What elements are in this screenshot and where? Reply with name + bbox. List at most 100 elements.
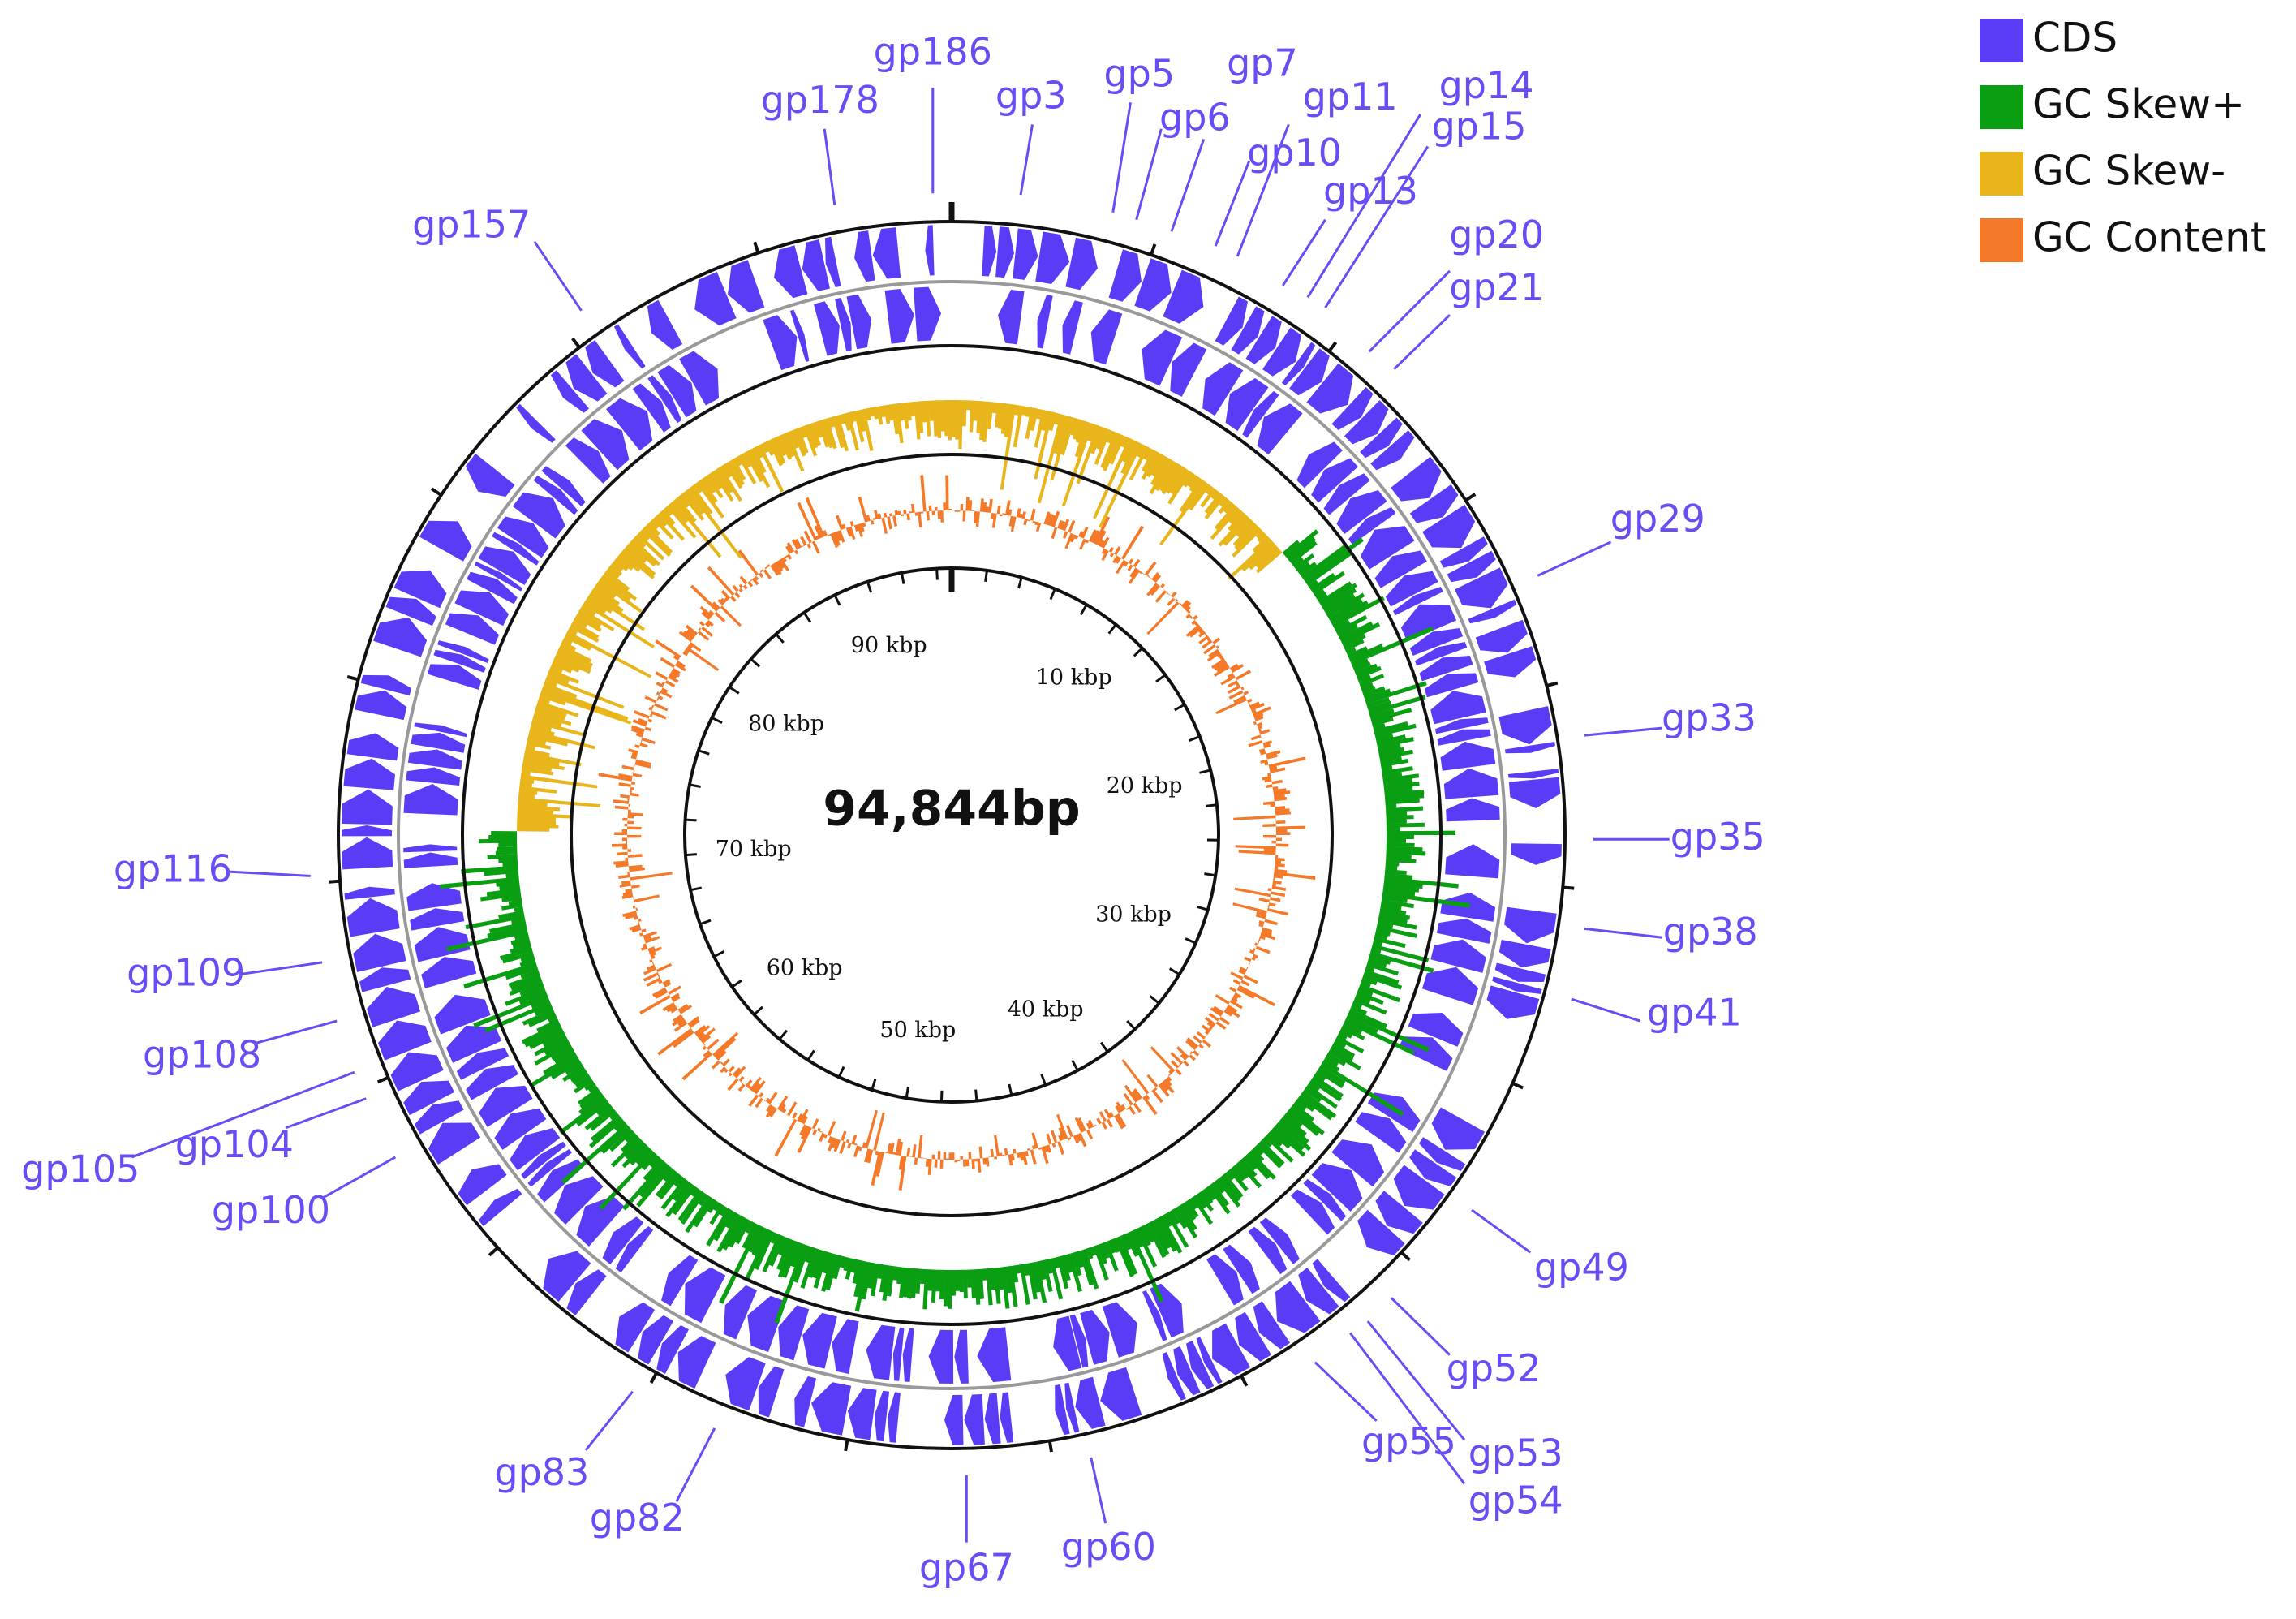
gene-label: gp108: [143, 1033, 261, 1077]
gene-leader: [285, 1097, 367, 1130]
gene-leader: [1324, 145, 1430, 308]
outer-tick: [844, 1439, 849, 1452]
outer-tick: [1149, 243, 1157, 256]
inner-tick: [1204, 872, 1216, 877]
inner-tick: [1185, 937, 1197, 945]
inner-tick: [905, 1087, 909, 1099]
gene-leader: [1393, 314, 1451, 370]
gene-leader: [321, 1156, 397, 1199]
inner-tick: [778, 1029, 789, 1040]
gene-label: gp41: [1647, 990, 1742, 1034]
gene-label: gp10: [1247, 131, 1342, 174]
kbp-label: 70 kbp: [716, 837, 792, 862]
gene-leader: [1135, 128, 1163, 221]
gene-label: gp7: [1227, 41, 1298, 85]
gene-leader: [1390, 1297, 1451, 1356]
kbp-label: 40 kbp: [1008, 997, 1084, 1022]
gene-leader: [1306, 114, 1422, 299]
gene-label: gp6: [1159, 96, 1231, 140]
legend-swatch: [1980, 19, 2023, 62]
gene-label: gp178: [761, 78, 879, 122]
genome-length: 94,844bp: [823, 781, 1080, 837]
gene-leader: [675, 1427, 716, 1502]
gene-label: gp116: [114, 846, 232, 890]
gene-label: gp29: [1610, 497, 1705, 540]
ring: [570, 453, 1334, 1217]
kbp-label: 90 kbp: [851, 633, 927, 658]
gene-label: gp157: [412, 202, 531, 246]
outer-tick: [376, 1075, 389, 1084]
inner-tick: [753, 1005, 763, 1016]
inner-tick: [1149, 995, 1160, 1005]
outer-tick: [1546, 681, 1559, 687]
gc-skew-neg: [517, 400, 1283, 832]
gene-leader: [1366, 1320, 1466, 1441]
inner-tick: [698, 749, 710, 756]
gene-label: gp35: [1670, 815, 1765, 859]
outer-tick: [1464, 493, 1477, 502]
ring: [461, 344, 1443, 1326]
kbp-label: 60 kbp: [767, 955, 843, 980]
legend-label: GC Skew-: [2032, 148, 2225, 195]
outer-tick: [1240, 1375, 1249, 1387]
inner-tick: [1174, 703, 1185, 712]
kbp-label: 20 kbp: [1107, 773, 1183, 799]
outer-tick: [430, 487, 442, 497]
gene-leader: [1571, 997, 1641, 1023]
legend-swatch: [1980, 85, 2023, 129]
inner-tick: [1155, 674, 1167, 683]
inner-tick: [837, 1066, 845, 1078]
gene-label: gp53: [1468, 1432, 1563, 1475]
inner-tick: [984, 570, 988, 582]
gene-label: gp21: [1449, 265, 1544, 309]
outer-tick: [1400, 1251, 1411, 1262]
gene-label: gp60: [1061, 1525, 1156, 1569]
gene-leader: [1314, 1361, 1378, 1422]
inner-tick: [935, 568, 939, 580]
inner-tick: [775, 633, 785, 644]
inner-tick: [1099, 1041, 1109, 1053]
gene-label: gp5: [1103, 51, 1175, 95]
legend-swatch: [1980, 218, 2023, 262]
gene-leader: [1236, 123, 1290, 257]
gene-leader: [1349, 1332, 1466, 1485]
inner-tick: [1205, 803, 1218, 807]
gene-leader: [1471, 1208, 1532, 1254]
gene-leader: [1111, 102, 1132, 213]
inner-tick: [866, 581, 873, 593]
gene-label: gp15: [1432, 104, 1527, 148]
inner-tick: [833, 594, 841, 606]
inner-tick: [713, 950, 725, 958]
inner-tick: [690, 886, 703, 892]
inner-tick: [1107, 623, 1117, 635]
gene-label: gp38: [1663, 910, 1758, 954]
gene-leader: [1170, 138, 1206, 232]
gene-leader: [1584, 927, 1662, 939]
gene-leader: [584, 1390, 634, 1451]
inner-tick: [699, 919, 712, 926]
outer-tick: [1327, 341, 1338, 353]
legend-label: GC Skew+: [2032, 81, 2245, 128]
kbp-label: 10 kbp: [1036, 665, 1112, 690]
gc-skew-pos: [440, 529, 1470, 1324]
outer-tick: [649, 1371, 658, 1384]
outer-tick: [1511, 1082, 1524, 1090]
gene-leader: [1090, 1457, 1107, 1524]
kbp-label: 30 kbp: [1095, 902, 1172, 928]
outer-tick: [1563, 885, 1575, 890]
outer-tick: [753, 241, 760, 254]
gene-label: gp33: [1662, 696, 1756, 740]
gene-label: gp109: [127, 951, 245, 995]
inner-tick: [1199, 769, 1211, 774]
gene-leader: [226, 870, 311, 877]
kbp-label: 80 kbp: [748, 712, 824, 737]
gene-leader: [1214, 160, 1251, 247]
inner-tick: [729, 686, 740, 695]
gene-leader: [1019, 124, 1034, 196]
gene-leader: [241, 961, 323, 975]
gene-label: gp105: [21, 1148, 140, 1191]
inner-tick: [689, 783, 701, 789]
inner-tick: [711, 717, 723, 724]
outer-tick: [329, 879, 341, 884]
